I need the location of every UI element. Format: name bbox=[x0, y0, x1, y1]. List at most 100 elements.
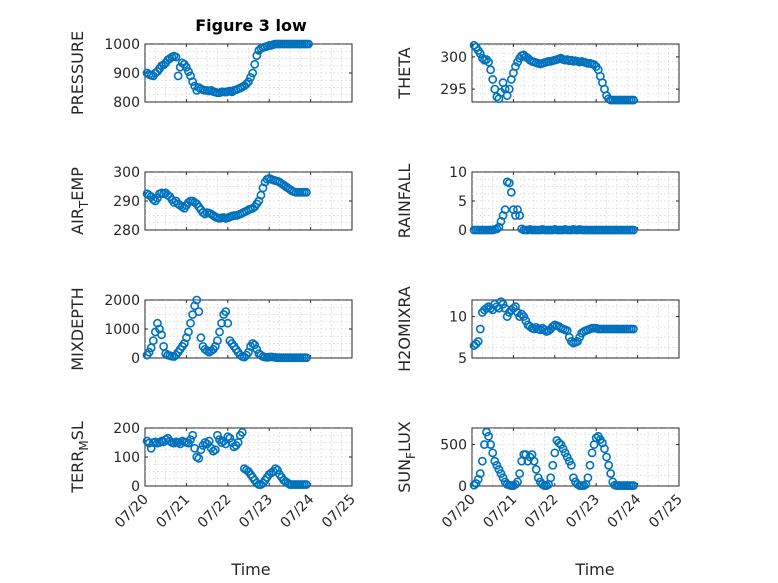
data-point bbox=[498, 299, 508, 309]
data-point bbox=[498, 473, 508, 483]
y-tick-label: 300 bbox=[113, 165, 140, 181]
data-point bbox=[504, 178, 514, 188]
data-point bbox=[521, 316, 531, 326]
data-point bbox=[502, 312, 512, 321]
x-tick-label: 07/21 bbox=[480, 492, 520, 532]
theta-panel: 295 300 THETA bbox=[395, 40, 680, 105]
y-tick-label: 0 bbox=[458, 479, 467, 495]
x-tick-label: 07/24 bbox=[278, 491, 318, 531]
data-point bbox=[217, 318, 226, 328]
data-point bbox=[629, 95, 638, 105]
data-point bbox=[475, 469, 485, 478]
data-point bbox=[629, 225, 638, 235]
data-point bbox=[504, 84, 514, 94]
data-point bbox=[548, 460, 558, 470]
h2omixra-panel: 5 10 H2OMIXRA bbox=[395, 286, 680, 372]
y-axis-label: PRESSURE bbox=[68, 31, 87, 115]
mixdepth-panel: 0 1000 2000 MIXDEPTH bbox=[68, 287, 353, 371]
data-point bbox=[604, 460, 614, 470]
data-point bbox=[153, 193, 162, 203]
data-point bbox=[225, 433, 235, 443]
data-point bbox=[469, 480, 479, 490]
y-tick-label: 0 bbox=[458, 223, 467, 239]
data-point bbox=[529, 324, 539, 334]
data-point bbox=[210, 445, 220, 455]
data-point bbox=[490, 456, 500, 466]
y-tick-label: 10 bbox=[449, 310, 467, 326]
y-tick-label: 100 bbox=[113, 450, 140, 466]
y-tick-label: 1000 bbox=[104, 37, 140, 53]
data-point bbox=[144, 438, 154, 448]
sun-flux-panel: 0 500 07/20 07/21 07/22 07/23 07/24 07/25 SUNFLU… bbox=[395, 421, 686, 531]
data-point bbox=[477, 53, 487, 63]
data-point bbox=[480, 440, 489, 449]
data-point bbox=[252, 51, 262, 60]
data-point bbox=[186, 435, 195, 444]
data-point bbox=[585, 460, 595, 470]
data-point bbox=[602, 452, 611, 462]
data-point bbox=[529, 456, 539, 466]
data-point bbox=[302, 187, 311, 197]
data-point bbox=[144, 347, 154, 357]
data-point bbox=[196, 445, 206, 455]
data-point bbox=[515, 312, 525, 321]
y-tick-label: 290 bbox=[113, 194, 140, 210]
data-point bbox=[471, 339, 481, 349]
y-tick-label: 800 bbox=[113, 95, 140, 111]
data-point bbox=[513, 477, 522, 487]
data-point bbox=[548, 322, 558, 331]
data-point bbox=[484, 57, 493, 67]
x-axis-label-left: Time bbox=[230, 560, 270, 579]
data-point bbox=[506, 187, 516, 197]
x-tick-label: 07/22 bbox=[522, 492, 562, 532]
data-point bbox=[188, 430, 198, 440]
y-tick-label: 2000 bbox=[104, 293, 140, 309]
data-point bbox=[484, 431, 493, 441]
data-point bbox=[564, 456, 574, 466]
data-point bbox=[629, 481, 638, 490]
data-point bbox=[558, 444, 568, 454]
y-tick-label: 500 bbox=[440, 438, 467, 454]
data-point bbox=[591, 433, 601, 443]
data-point bbox=[471, 479, 481, 488]
data-point bbox=[511, 62, 520, 71]
data-point bbox=[181, 62, 191, 72]
y-axis-label: SUNFLUX bbox=[395, 421, 418, 493]
data-point bbox=[237, 427, 247, 437]
data-point bbox=[188, 77, 198, 87]
data-point bbox=[500, 205, 510, 215]
data-point bbox=[531, 465, 541, 474]
y-tick-label: 900 bbox=[113, 66, 140, 82]
data-point bbox=[629, 324, 638, 334]
data-point bbox=[488, 75, 498, 84]
data-point bbox=[511, 479, 520, 489]
data-point bbox=[246, 72, 255, 82]
data-point bbox=[194, 307, 204, 316]
data-point bbox=[589, 60, 599, 70]
data-point bbox=[215, 327, 224, 337]
data-point bbox=[302, 353, 311, 363]
figure-title: Figure 3 low bbox=[195, 16, 307, 35]
x-tick-label: 07/25 bbox=[319, 492, 359, 532]
data-point bbox=[560, 448, 570, 458]
data-point bbox=[248, 68, 258, 78]
y-tick-label: 0 bbox=[131, 479, 140, 495]
data-point bbox=[477, 456, 487, 466]
data-point bbox=[523, 456, 533, 466]
data-point bbox=[494, 465, 504, 474]
y-axis-label: MIXDEPTH bbox=[68, 287, 87, 370]
pressure-panel: 800 900 1000 PRESSURE bbox=[68, 31, 353, 115]
data-point bbox=[587, 448, 597, 458]
x-tick-label: 07/23 bbox=[236, 492, 276, 532]
data-point bbox=[515, 469, 525, 478]
data-point bbox=[475, 324, 485, 334]
y-tick-label: 1000 bbox=[104, 322, 140, 338]
y-tick-label: 295 bbox=[440, 82, 467, 98]
data-point bbox=[540, 325, 549, 335]
data-point bbox=[223, 318, 233, 328]
data-point bbox=[273, 465, 282, 475]
x-tick-label: 07/23 bbox=[563, 492, 603, 532]
data-point bbox=[566, 337, 576, 346]
data-point bbox=[192, 295, 202, 305]
